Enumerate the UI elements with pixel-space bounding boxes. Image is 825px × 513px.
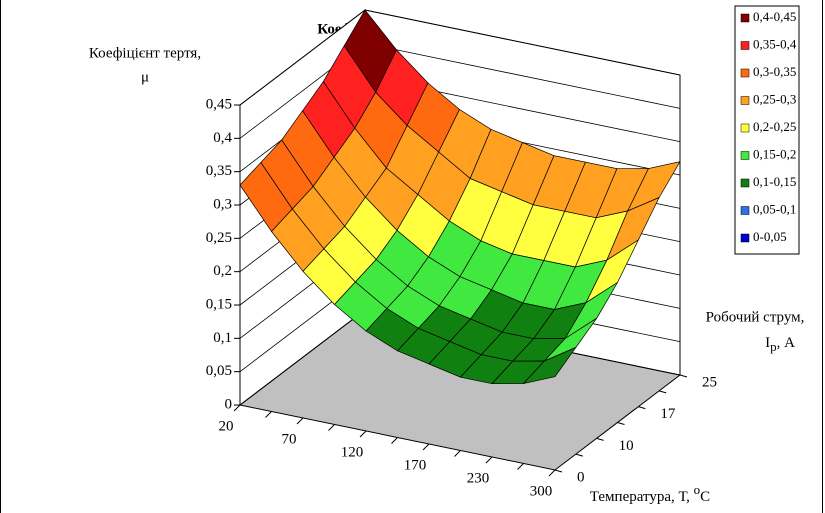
legend-label: 0,4-0,45 [753,9,796,24]
z-tick-label: 0,3 [213,196,232,212]
y-axis-title: Робочий струм, [706,309,805,325]
x-tick-label: 300 [530,483,553,499]
z-axis-title: Коефіцієнт тертя, [89,45,201,61]
z-tick-label: 0,15 [206,296,232,312]
z-tick-label: 0,35 [206,163,232,179]
legend-swatch [740,68,750,78]
y-axis-title-sub: р [770,339,777,354]
x-tick [548,469,556,477]
legend-swatch [740,151,750,160]
z-tick-label: 0,25 [206,230,232,246]
x-tick [328,424,335,431]
y-axis-title: Iр, А [765,335,795,354]
z-axis-title: μ [141,69,149,85]
x-tick-label: 20 [219,418,234,434]
z-tick-label: 0 [225,396,233,412]
surface-cell [522,346,577,385]
x-tick [517,463,524,470]
y-tick-label: 17 [660,406,676,422]
legend-swatch [740,123,750,133]
legend-label: 0-0,05 [753,229,787,244]
legend-label: 0,15-0,2 [753,146,796,161]
z-tick-label: 0,1 [213,330,232,346]
x-tick [233,404,241,412]
x-tick [422,443,430,451]
legend-label: 0,25-0,3 [753,91,796,106]
x-tick [265,411,272,418]
legend-swatch [740,206,750,215]
y-tick [617,422,625,425]
legend-swatch [740,13,750,23]
y-tick [575,453,583,457]
x-tick-label: 170 [404,457,427,473]
y-tick [596,437,604,441]
x-tick [454,450,461,457]
x-tick [296,417,304,425]
x-axis-title-sup: o [694,482,701,497]
z-tick-label: 0,45 [206,96,232,112]
legend-swatch [740,178,750,188]
legend-label: 0,35-0,4 [753,36,797,51]
x-tick-label: 120 [341,444,364,460]
y-tick [659,390,667,394]
legend-label: 0,2-0,25 [753,119,796,134]
y-tick [679,374,688,378]
legend-swatch [740,41,750,50]
y-axis-title-part: I [765,335,770,351]
x-tick-label: 230 [467,470,490,486]
x-tick [391,437,398,444]
legend-label: 0,3-0,35 [753,64,796,79]
x-axis-title-part: Температура, Т, [590,489,694,505]
z-tick-label: 0,05 [206,363,232,379]
z-tick-label: 0,4 [213,130,232,146]
y-tick-label: 25 [702,374,717,390]
y-axis-title-part: , А [777,335,796,351]
x-axis-title: Температура, Т, oС [590,482,710,505]
y-tick-label: 0 [577,469,585,485]
legend-label: 0,1-0,15 [753,174,796,189]
legend-swatch [740,96,750,105]
legend-label: 0,05-0,1 [753,201,796,216]
y-tick [554,469,563,473]
x-tick [359,430,367,438]
x-tick [485,456,493,464]
x-axis-title-part: С [700,489,710,505]
y-tick-label: 10 [619,438,634,454]
x-tick-label: 70 [282,431,297,447]
legend-swatch [740,233,750,243]
y-tick [638,406,646,410]
z-tick-label: 0,2 [213,263,232,279]
